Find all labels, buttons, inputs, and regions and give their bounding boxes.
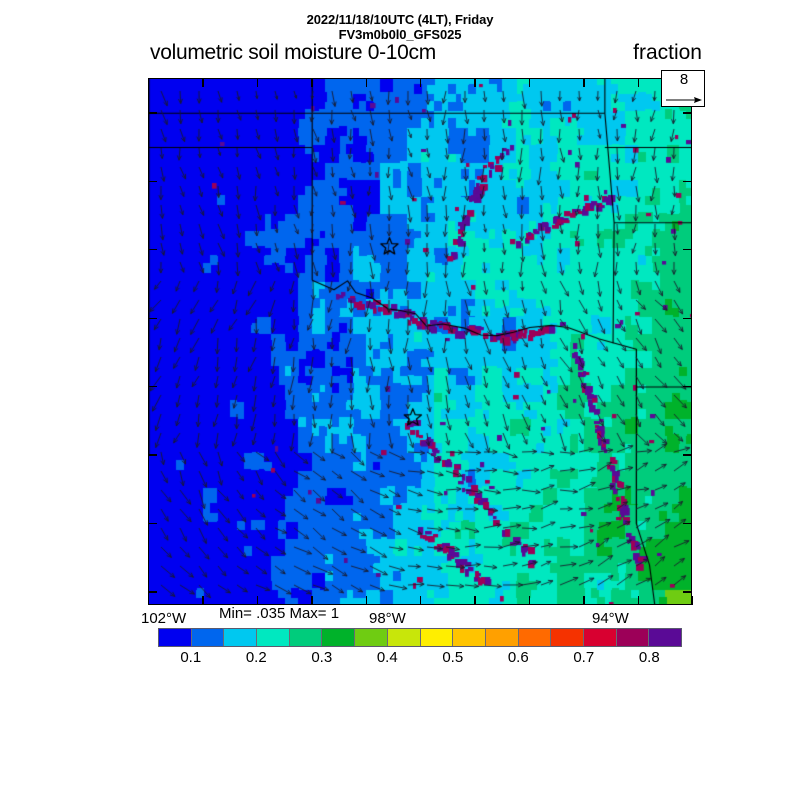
- lat-tick: [148, 317, 157, 319]
- lon-tick: [528, 78, 531, 87]
- colorbar-segment: [649, 629, 681, 646]
- lat-tick: [148, 454, 157, 456]
- lat-tick: [683, 454, 692, 456]
- colorbar-segment: [191, 629, 225, 646]
- lat-tick: [683, 317, 692, 319]
- lon-label-98w: 98°W: [369, 610, 406, 627]
- lat-tick: [683, 249, 692, 251]
- lon-tick: [528, 596, 531, 605]
- lon-tick: [148, 78, 150, 87]
- colorbar-tick-label: 0.3: [311, 649, 333, 666]
- colorbar-segment: [387, 629, 421, 646]
- page-title: volumetric soil moisture 0-10cm: [150, 41, 436, 64]
- lat-tick: [148, 591, 157, 593]
- colorbar[interactable]: [158, 628, 682, 647]
- soil-moisture-raster: [149, 79, 691, 604]
- title-model-name: FV3m0b0l0_GFS025: [338, 27, 462, 42]
- colorbar-segment: [159, 629, 192, 646]
- wind-reference-legend: 8: [661, 70, 705, 107]
- lon-tick: [365, 596, 367, 605]
- colorbar-segment: [485, 629, 519, 646]
- colorbar-tick-label: 0.2: [245, 649, 267, 666]
- title-datetime: 2022/11/18/10UTC (4LT), Friday: [306, 12, 494, 27]
- colorbar-segment: [453, 629, 486, 646]
- lat-tick: [683, 522, 692, 525]
- lon-tick: [637, 596, 639, 605]
- lon-tick: [692, 596, 694, 605]
- lon-tick: [365, 78, 367, 87]
- lat-tick: [683, 112, 692, 114]
- lat-tick: [148, 249, 157, 251]
- lat-tick: [148, 112, 157, 114]
- colorbar-segment: [616, 629, 650, 646]
- colorbar-segment: [420, 629, 454, 646]
- lon-tick: [311, 596, 313, 605]
- colorbar-segment: [355, 629, 388, 646]
- colorbar-tick-label: 0.8: [638, 649, 660, 666]
- map-plot-area[interactable]: [148, 78, 692, 605]
- colorbar-segment: [289, 629, 323, 646]
- lat-tick: [148, 385, 157, 388]
- lon-tick: [148, 596, 150, 605]
- lat-tick: [148, 180, 157, 183]
- colorbar-tick-labels: 0.1 0.2 0.3 0.4 0.5 0.6 0.7 0.8: [158, 649, 682, 669]
- lon-tick: [474, 596, 476, 605]
- wind-vector-arrow-icon: [666, 97, 702, 103]
- colorbar-tick-label: 0.4: [376, 649, 398, 666]
- lat-tick: [683, 180, 692, 183]
- colorbar-tick-label: 0.7: [573, 649, 595, 666]
- colorbar-segment: [257, 629, 290, 646]
- lon-tick: [474, 78, 476, 87]
- lat-tick: [683, 385, 692, 388]
- lon-tick: [256, 596, 259, 605]
- lon-tick: [420, 596, 422, 605]
- colorbar-tick-label: 0.6: [507, 649, 529, 666]
- lon-tick: [202, 78, 204, 87]
- colorbar-tick-label: 0.5: [442, 649, 464, 666]
- colorbar-tick-label: 0.1: [180, 649, 202, 666]
- lon-tick: [420, 78, 422, 87]
- wind-legend-value: 8: [679, 71, 689, 88]
- colorbar-segment: [551, 629, 584, 646]
- colorbar-segment: [224, 629, 258, 646]
- lon-tick: [583, 78, 585, 87]
- lon-label-94w: 94°W: [592, 610, 629, 627]
- minmax-readout: Min= .035 Max= 1: [219, 605, 340, 622]
- lon-tick: [256, 78, 259, 87]
- lat-tick: [148, 522, 157, 525]
- lon-tick: [583, 596, 585, 605]
- title-units: fraction: [633, 41, 702, 64]
- lat-tick: [683, 591, 692, 593]
- colorbar-segment: [518, 629, 552, 646]
- colorbar-segment: [322, 629, 356, 646]
- colorbar-segment: [583, 629, 617, 646]
- lon-tick: [637, 78, 639, 87]
- lon-label-102w: 102°W: [141, 610, 187, 627]
- lon-tick: [202, 596, 204, 605]
- lon-tick: [311, 78, 313, 87]
